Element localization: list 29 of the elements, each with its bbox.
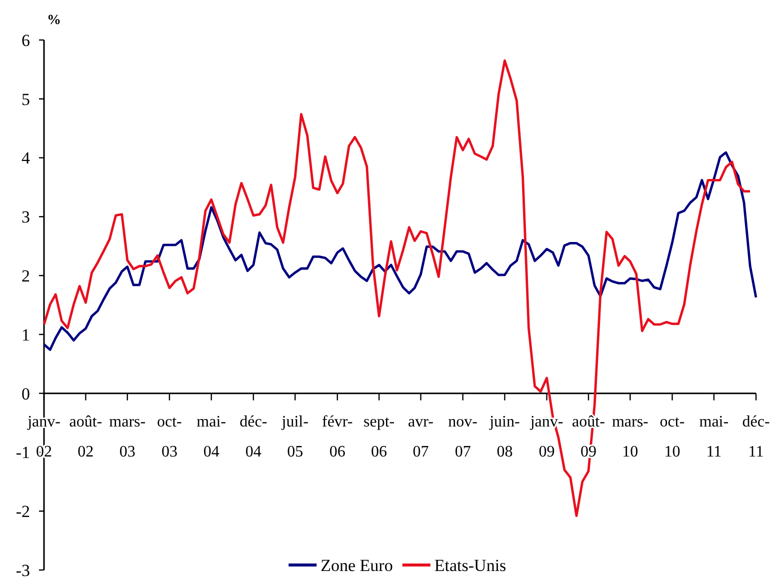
- y-tick-label: -2: [16, 502, 30, 522]
- x-tick-label: mai-04: [196, 413, 226, 460]
- x-tick-label: mai-11: [699, 413, 729, 460]
- x-tick-label: déc-11: [742, 413, 770, 460]
- x-tick-label: déc-04: [240, 413, 268, 460]
- x-tick-label: juil-05: [280, 413, 308, 460]
- y-tick-label: 0: [22, 384, 30, 404]
- legend-label: Etats-Unis: [434, 556, 506, 575]
- y-tick-label: 4: [22, 148, 30, 168]
- y-axis-title: %: [47, 13, 61, 28]
- legend-label: Zone Euro: [320, 556, 393, 575]
- y-tick-label: -3: [16, 560, 30, 579]
- y-tick-label: -1: [16, 443, 30, 462]
- x-tick-label: sept-06: [364, 413, 395, 460]
- y-tick-label: 5: [22, 90, 30, 109]
- x-tick-label: mars-03: [109, 413, 146, 460]
- y-tick-label: 3: [22, 208, 30, 227]
- x-tick-label: avr-07: [408, 413, 434, 460]
- x-tick-label: oct-03: [157, 413, 182, 460]
- x-tick-label: mars-10: [612, 413, 648, 460]
- y-tick-label: 6: [22, 30, 30, 50]
- y-tick-label: 1: [22, 325, 30, 344]
- y-tick-label: 2: [22, 266, 30, 286]
- x-tick-label: nov-07: [448, 413, 478, 460]
- line-series: [42, 151, 758, 351]
- x-tick-label: févr-06: [322, 413, 353, 460]
- x-tick-label: oct-10: [660, 413, 685, 460]
- x-tick-label: août-02: [69, 413, 102, 460]
- x-tick-label: juin-08: [488, 413, 520, 460]
